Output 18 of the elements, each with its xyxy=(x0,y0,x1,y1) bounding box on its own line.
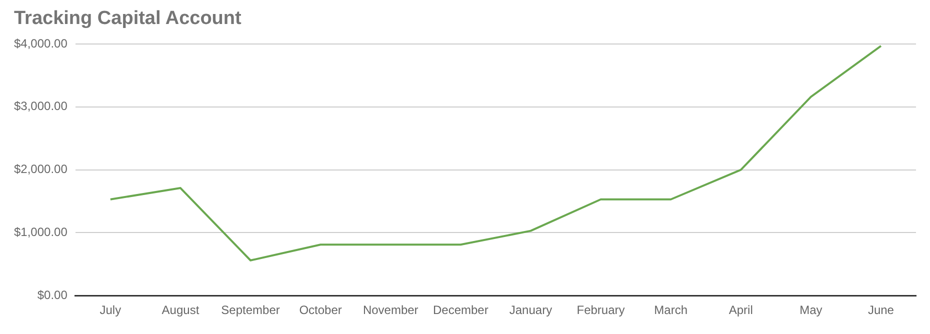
y-tick-label: $3,000.00 xyxy=(14,99,68,114)
chart-title: Tracking Capital Account xyxy=(14,8,242,30)
x-tick-label: October xyxy=(299,303,342,318)
x-tick-label: December xyxy=(432,303,488,318)
x-tick-label: November xyxy=(362,303,418,318)
x-tick-label: May xyxy=(800,303,822,318)
y-tick-label: $1,000.00 xyxy=(14,225,68,240)
x-tick-label: March xyxy=(654,303,688,318)
x-tick-label: April xyxy=(728,303,753,318)
x-tick-label: February xyxy=(576,303,625,318)
x-tick-label: July xyxy=(100,303,122,318)
x-tick-label: August xyxy=(162,303,200,318)
x-tick-label: January xyxy=(509,303,552,318)
x-tick-label: June xyxy=(868,303,894,318)
y-tick-label: $0.00 xyxy=(37,288,68,302)
y-tick-label: $2,000.00 xyxy=(14,162,68,176)
x-tick-label: September xyxy=(221,303,280,318)
y-tick-label: $4,000.00 xyxy=(14,36,68,50)
